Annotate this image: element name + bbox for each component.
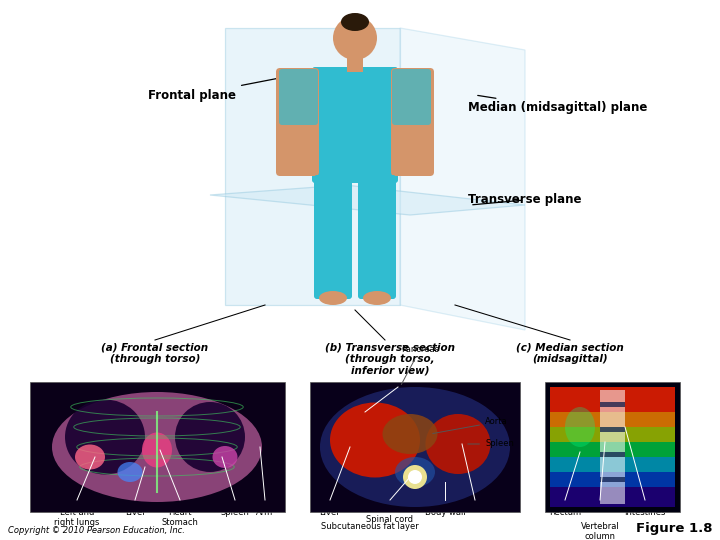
Bar	[550, 412, 675, 427]
Text: Spleen: Spleen	[220, 508, 249, 517]
Bar	[347, 58, 363, 72]
Text: (b) Transverse section
(through torso,
inferior view): (b) Transverse section (through torso, i…	[325, 342, 455, 375]
Bar	[550, 472, 675, 487]
Ellipse shape	[175, 402, 245, 472]
Bar	[550, 457, 675, 472]
Polygon shape	[210, 185, 525, 215]
Text: Figure 1.8: Figure 1.8	[636, 522, 712, 535]
Ellipse shape	[320, 387, 510, 507]
Text: Intestines: Intestines	[624, 508, 666, 517]
Bar	[545, 382, 680, 512]
FancyBboxPatch shape	[312, 67, 398, 183]
Ellipse shape	[319, 291, 347, 305]
Bar	[550, 427, 675, 442]
Bar	[550, 442, 675, 457]
Ellipse shape	[382, 414, 438, 454]
Text: Spleen: Spleen	[468, 440, 514, 449]
Circle shape	[403, 465, 427, 489]
FancyBboxPatch shape	[276, 68, 319, 176]
Text: Aorta: Aorta	[433, 417, 508, 434]
Text: Arm: Arm	[256, 508, 274, 517]
Ellipse shape	[52, 392, 262, 502]
Bar	[30, 382, 285, 512]
Bar	[600, 427, 625, 432]
Bar	[310, 382, 520, 512]
Ellipse shape	[363, 291, 391, 305]
Text: Pancreas: Pancreas	[401, 345, 439, 384]
Text: Copyright © 2010 Pearson Education, Inc.: Copyright © 2010 Pearson Education, Inc.	[8, 526, 185, 535]
Text: Body wall: Body wall	[425, 508, 465, 517]
Circle shape	[408, 470, 422, 484]
Text: Median (midsagittal) plane: Median (midsagittal) plane	[468, 96, 647, 114]
Ellipse shape	[565, 407, 595, 447]
Ellipse shape	[426, 414, 490, 474]
Bar	[600, 452, 625, 457]
FancyBboxPatch shape	[358, 175, 396, 299]
Text: Heart
Stomach: Heart Stomach	[161, 508, 199, 528]
Text: Liver: Liver	[320, 508, 341, 517]
Bar	[550, 487, 675, 507]
Text: Vertebral
column: Vertebral column	[580, 522, 619, 540]
FancyBboxPatch shape	[279, 69, 318, 125]
Text: Transverse plane: Transverse plane	[468, 193, 582, 206]
Bar	[600, 390, 625, 504]
Text: Left and
right lungs: Left and right lungs	[54, 508, 99, 528]
FancyBboxPatch shape	[314, 175, 352, 299]
Polygon shape	[225, 28, 400, 305]
Text: Subcutaneous fat layer: Subcutaneous fat layer	[321, 522, 419, 531]
Ellipse shape	[75, 444, 105, 469]
Polygon shape	[400, 28, 525, 330]
Text: Rectum: Rectum	[549, 508, 581, 517]
Text: (a) Frontal section
(through torso): (a) Frontal section (through torso)	[102, 342, 209, 363]
Ellipse shape	[330, 402, 420, 477]
FancyBboxPatch shape	[391, 68, 434, 176]
Ellipse shape	[212, 446, 238, 468]
Text: Liver: Liver	[125, 508, 145, 517]
Bar	[550, 387, 675, 412]
Ellipse shape	[65, 400, 145, 475]
Bar	[600, 477, 625, 482]
Text: Spinal cord: Spinal cord	[366, 515, 413, 524]
Text: (c) Median section
(midsagittal): (c) Median section (midsagittal)	[516, 342, 624, 363]
Ellipse shape	[395, 457, 435, 487]
Ellipse shape	[341, 13, 369, 31]
Ellipse shape	[142, 433, 172, 468]
Ellipse shape	[117, 462, 143, 482]
Circle shape	[333, 16, 377, 60]
Text: Frontal plane: Frontal plane	[148, 76, 292, 102]
Bar	[600, 402, 625, 407]
FancyBboxPatch shape	[392, 69, 431, 125]
